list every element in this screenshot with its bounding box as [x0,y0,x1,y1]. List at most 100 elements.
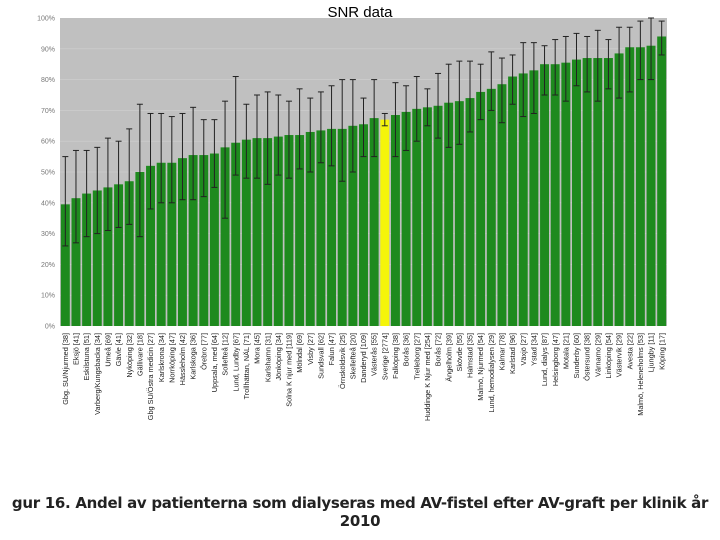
error-bar [254,94,261,179]
x-tick-label: Karlshamn [31] [263,333,272,382]
error-bar [498,57,505,124]
bar [508,76,518,327]
x-tick-label: Köping [17] [657,333,666,370]
error-bar [616,26,623,99]
error-bar [371,79,378,158]
bar [348,125,358,326]
bars [60,36,667,327]
error-bar [328,85,335,167]
error-bar [573,32,580,87]
x-tick-label: Sverige [2774] [380,333,389,380]
bar [114,184,124,326]
bar [241,139,251,326]
error-bar [200,119,207,198]
error-bar [552,39,559,96]
x-tick-label: Gällivare [18] [135,333,144,376]
error-bar [562,35,569,102]
x-tick-label: Västervik [29] [615,333,624,377]
error-bar [605,39,612,90]
x-tick-label: Ljungby [11] [647,333,656,372]
bar [412,108,422,326]
bar [422,107,432,326]
bar [369,118,379,326]
x-tick-label: Gbg. SU/Njurmed [38] [61,333,70,405]
x-tick-label: Gbg SU/Östra medicin [27] [146,333,155,420]
bar [572,59,581,327]
bar [550,64,560,326]
error-bar [62,156,69,247]
x-tick-label: Visby [27] [306,333,315,365]
x-tick-label: Karlstad [96] [508,333,517,374]
bar [465,98,475,326]
x-tick-label: Ystad [34] [529,333,538,366]
bar [327,128,337,326]
bar [167,162,177,326]
error-bars [62,17,665,247]
bar [135,172,145,326]
bar [540,64,550,326]
bar [657,36,667,326]
error-bar [637,20,644,81]
x-tick-label: Mora [45] [253,333,262,364]
bar [454,101,464,326]
x-tick-label: Jönköping [34] [274,333,283,380]
y-tick-label: 0% [45,324,55,331]
error-bar [115,140,122,228]
x-tick-label: Trollhättan, NÄL [71] [242,333,251,399]
x-tick-label: Varberg/Kungsbacka [34] [93,333,102,415]
bar [444,102,454,326]
error-bar [147,112,154,210]
error-bar [392,82,399,158]
x-tick-label: Örebro [77] [199,333,208,370]
bar [71,198,81,326]
error-bar [296,88,303,170]
error-bar [158,112,165,204]
error-bar [179,112,186,201]
x-tick-label: Gävle [41] [114,333,123,366]
x-tick-label: Malmö, Njurmed [54] [476,333,485,401]
y-tick-label: 50% [41,170,55,177]
error-bar [72,149,79,244]
bar [220,147,230,326]
bar [433,105,443,326]
x-tick-label: Falköping [38] [391,333,400,379]
bar [497,84,507,326]
x-tick-label: Umeå [69] [104,333,113,367]
y-tick-label: 70% [41,108,55,115]
bar [486,88,496,326]
bar [529,70,539,326]
error-bar [307,97,314,173]
y-tick-label: 20% [41,262,55,269]
bar [603,58,613,326]
error-bar [264,91,271,185]
slide-title: SNR data [327,4,393,21]
x-tick-label: Eskilstuna [51] [82,333,91,380]
error-bar [626,26,633,93]
bar [476,91,486,326]
x-tick-label: Skövde [55] [455,333,464,372]
bar [295,135,305,326]
error-bar [509,54,516,105]
bar [103,187,113,326]
bar [337,128,347,326]
x-tick-label: Solna K njur med [119] [285,333,294,407]
bar [401,111,411,326]
bar [359,124,368,326]
x-tick-label: Hässleholm [42] [178,333,187,385]
x-tick-label: Lund, Lundby [67] [231,333,240,391]
y-axis-ticks: 0% 10% 20% 30% 40% 50% 60% 70% 80% 90% 100% [37,16,55,331]
bar [380,119,390,326]
x-tick-label: Västerås [55] [370,333,379,376]
x-tick-label: Kalmar [78] [498,333,507,370]
y-tick-label: 90% [41,46,55,53]
x-tick-label: Värnamo [29] [593,333,602,377]
bar [124,181,134,326]
x-tick-label: Lund, dialys [87] [540,333,549,386]
error-bar [136,103,143,238]
error-bar [349,79,356,173]
bar [82,193,92,326]
x-tick-label: Karlskrona [34] [157,333,166,382]
x-tick-label: Nyköping [32] [125,333,134,378]
error-bar [658,20,665,56]
bar [273,136,283,326]
